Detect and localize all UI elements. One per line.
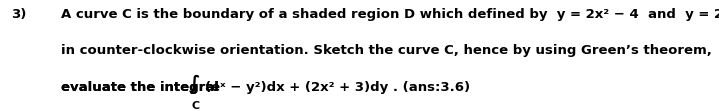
Text: evaluate the integral: evaluate the integral bbox=[61, 81, 224, 94]
Text: C: C bbox=[191, 101, 199, 111]
Text: 3): 3) bbox=[11, 8, 26, 21]
Text: (eˣ − y²)dx + (2x² + 3)dy . (ans:3.6): (eˣ − y²)dx + (2x² + 3)dy . (ans:3.6) bbox=[205, 81, 470, 94]
Text: A curve C is the boundary of a shaded region D which defined by  y = 2x² − 4  an: A curve C is the boundary of a shaded re… bbox=[61, 8, 719, 21]
Text: ∫: ∫ bbox=[189, 74, 201, 93]
Text: evaluate the integral: evaluate the integral bbox=[61, 81, 224, 94]
Text: in counter-clockwise orientation. Sketch the curve C, hence by using Green’s the: in counter-clockwise orientation. Sketch… bbox=[61, 44, 712, 57]
